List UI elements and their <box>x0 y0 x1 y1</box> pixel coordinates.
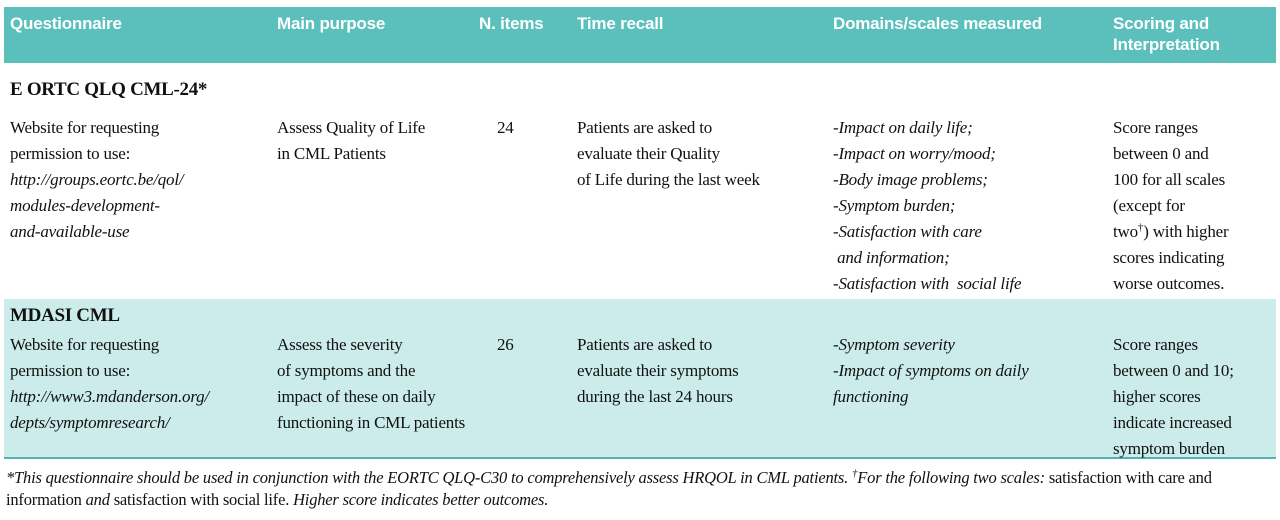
cell-scoring: Score ranges between 0 and 10; higher sc… <box>1113 332 1276 462</box>
footnote-dagger-note: For the following two scales: <box>857 468 1049 487</box>
cell-website: Website for requesting permission to use… <box>10 115 277 297</box>
cell-website: Website for requesting permission to use… <box>10 332 277 462</box>
cell-main-purpose: Assess the severity of symptoms and the … <box>277 335 466 432</box>
column-header-questionnaire: Questionnaire <box>10 14 122 33</box>
column-header-main-purpose: Main purpose <box>277 14 386 33</box>
footnote-and: and <box>85 490 114 509</box>
footnote-scale-1: satisfaction with care and information <box>6 468 1212 509</box>
questionnaire-name: E ORTC QLQ CML-24* <box>10 79 208 100</box>
cell-time-recall: Patients are asked to evaluate their sym… <box>577 335 739 406</box>
cell-time-recall: Patients are asked to evaluate their Qua… <box>577 118 760 189</box>
cell-domains: -Impact on daily life; -Impact on worry/… <box>833 118 1022 293</box>
row-content: Website for requesting permission to use… <box>10 332 1276 462</box>
footnote-asterisk-note: *This questionnaire should be used in co… <box>6 468 852 487</box>
column-header-scoring: Scoring and Interpretation <box>1113 14 1220 54</box>
column-header-time-recall: Time recall <box>577 14 664 33</box>
table-row-mdasi: MDASI CML Website for requesting permiss… <box>4 299 1276 459</box>
scoring-text: Score ranges between 0 and 100 for all s… <box>1113 118 1226 241</box>
footnote-outcome-note: Higher score indicates better outcomes. <box>293 490 549 509</box>
dagger-symbol: † <box>851 467 858 480</box>
cell-n-items: 24 <box>497 118 514 137</box>
questionnaire-comparison-table-figure: Questionnaire Main purpose N. items Time… <box>0 7 1280 520</box>
table: Questionnaire Main purpose N. items Time… <box>4 7 1276 459</box>
column-header-n-items: N. items <box>479 14 544 33</box>
cell-n-items: 26 <box>497 335 514 354</box>
website-url: http://groups.eortc.be/qol/ modules-deve… <box>10 170 184 241</box>
cell-main-purpose: Assess Quality of Life in CML Patients <box>277 118 426 163</box>
column-header-domains: Domains/scales measured <box>833 14 1042 33</box>
scoring-text-continued: ) with higher scores indicating worse ou… <box>1113 222 1229 293</box>
dagger-symbol: † <box>1137 221 1144 234</box>
cell-scoring: Score ranges between 0 and 100 for all s… <box>1113 115 1276 297</box>
website-url: http://www3.mdanderson.org/ depts/sympto… <box>10 387 209 432</box>
footnote-scale-2: satisfaction with social life. <box>113 490 294 509</box>
cell-domains: -Symptom severity -Impact of symptoms on… <box>833 335 1029 406</box>
table-footnote: *This questionnaire should be used in co… <box>0 459 1280 511</box>
table-row-eortc: E ORTC QLQ CML-24* Website for requestin… <box>4 63 1276 299</box>
scoring-text: Score ranges between 0 and 10; higher sc… <box>1113 335 1234 458</box>
row-content: Website for requesting permission to use… <box>10 115 1276 297</box>
table-header-row: Questionnaire Main purpose N. items Time… <box>4 7 1276 63</box>
website-label: Website for requesting permission to use… <box>10 118 160 163</box>
questionnaire-name: MDASI CML <box>10 305 120 326</box>
website-label: Website for requesting permission to use… <box>10 335 160 380</box>
